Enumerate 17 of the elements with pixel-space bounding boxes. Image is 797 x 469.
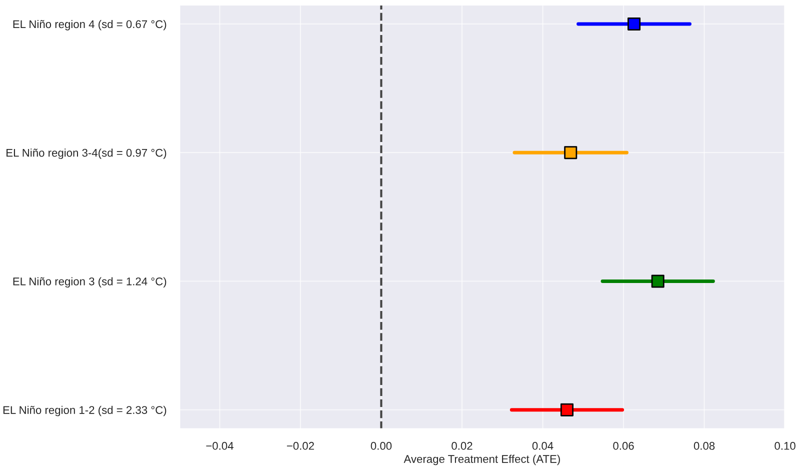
x-tick-label: −0.02 [286, 442, 314, 450]
y-tick-label: EL Niño region 1-2 (sd = 2.33 °C) [3, 406, 166, 416]
x-tick-label: −0.04 [206, 442, 234, 450]
x-tick-label: 0.10 [774, 442, 796, 450]
y-tick-label: EL Niño region 4 (sd = 0.67 °C) [13, 20, 166, 30]
x-tick-label: 0.06 [613, 442, 634, 450]
y-tick-label: EL Niño region 3 (sd = 1.24 °C) [13, 277, 166, 288]
x-tick-label: 0.00 [370, 442, 392, 450]
x-tick-label: 0.08 [694, 442, 715, 450]
point [628, 17, 641, 30]
x-axis-title: Average Treatment Effect (ATE) [404, 454, 560, 466]
point [651, 274, 664, 288]
point [564, 146, 578, 160]
x-tick-label: 0.02 [452, 442, 472, 450]
y-tick-label: EL Niño region 3-4(sd = 0.97 °C) [6, 148, 166, 159]
x-tick-label: 0.04 [532, 442, 554, 450]
point [560, 403, 574, 416]
